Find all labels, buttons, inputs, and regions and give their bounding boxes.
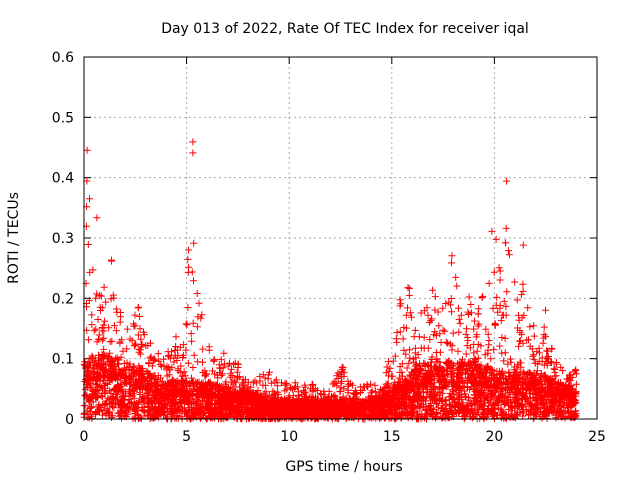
y-tick-label: 0.5 <box>52 110 74 126</box>
x-tick-label: 15 <box>383 429 401 445</box>
gridlines <box>84 57 597 419</box>
x-axis-label: GPS time / hours <box>285 459 402 475</box>
x-tick-label: 0 <box>80 429 89 445</box>
x-tick-label: 25 <box>588 429 606 445</box>
x-tick-label: 5 <box>182 429 191 445</box>
y-axis-label: ROTI / TECUs <box>6 192 22 284</box>
chart-title: Day 013 of 2022, Rate Of TEC Index for r… <box>161 21 529 37</box>
x-tick-label: 10 <box>280 429 298 445</box>
data-points <box>80 138 580 423</box>
y-tick-label: 0.1 <box>52 352 74 368</box>
y-tick-label: 0.6 <box>52 50 74 66</box>
roti-points <box>80 138 580 423</box>
plot-frame <box>83 56 598 420</box>
y-tick-label: 0.4 <box>52 171 74 187</box>
y-tick-label: 0 <box>65 412 74 428</box>
y-tick-label: 0.3 <box>52 231 74 247</box>
x-tick-label: 20 <box>485 429 503 445</box>
y-tick-label: 0.2 <box>52 291 74 307</box>
